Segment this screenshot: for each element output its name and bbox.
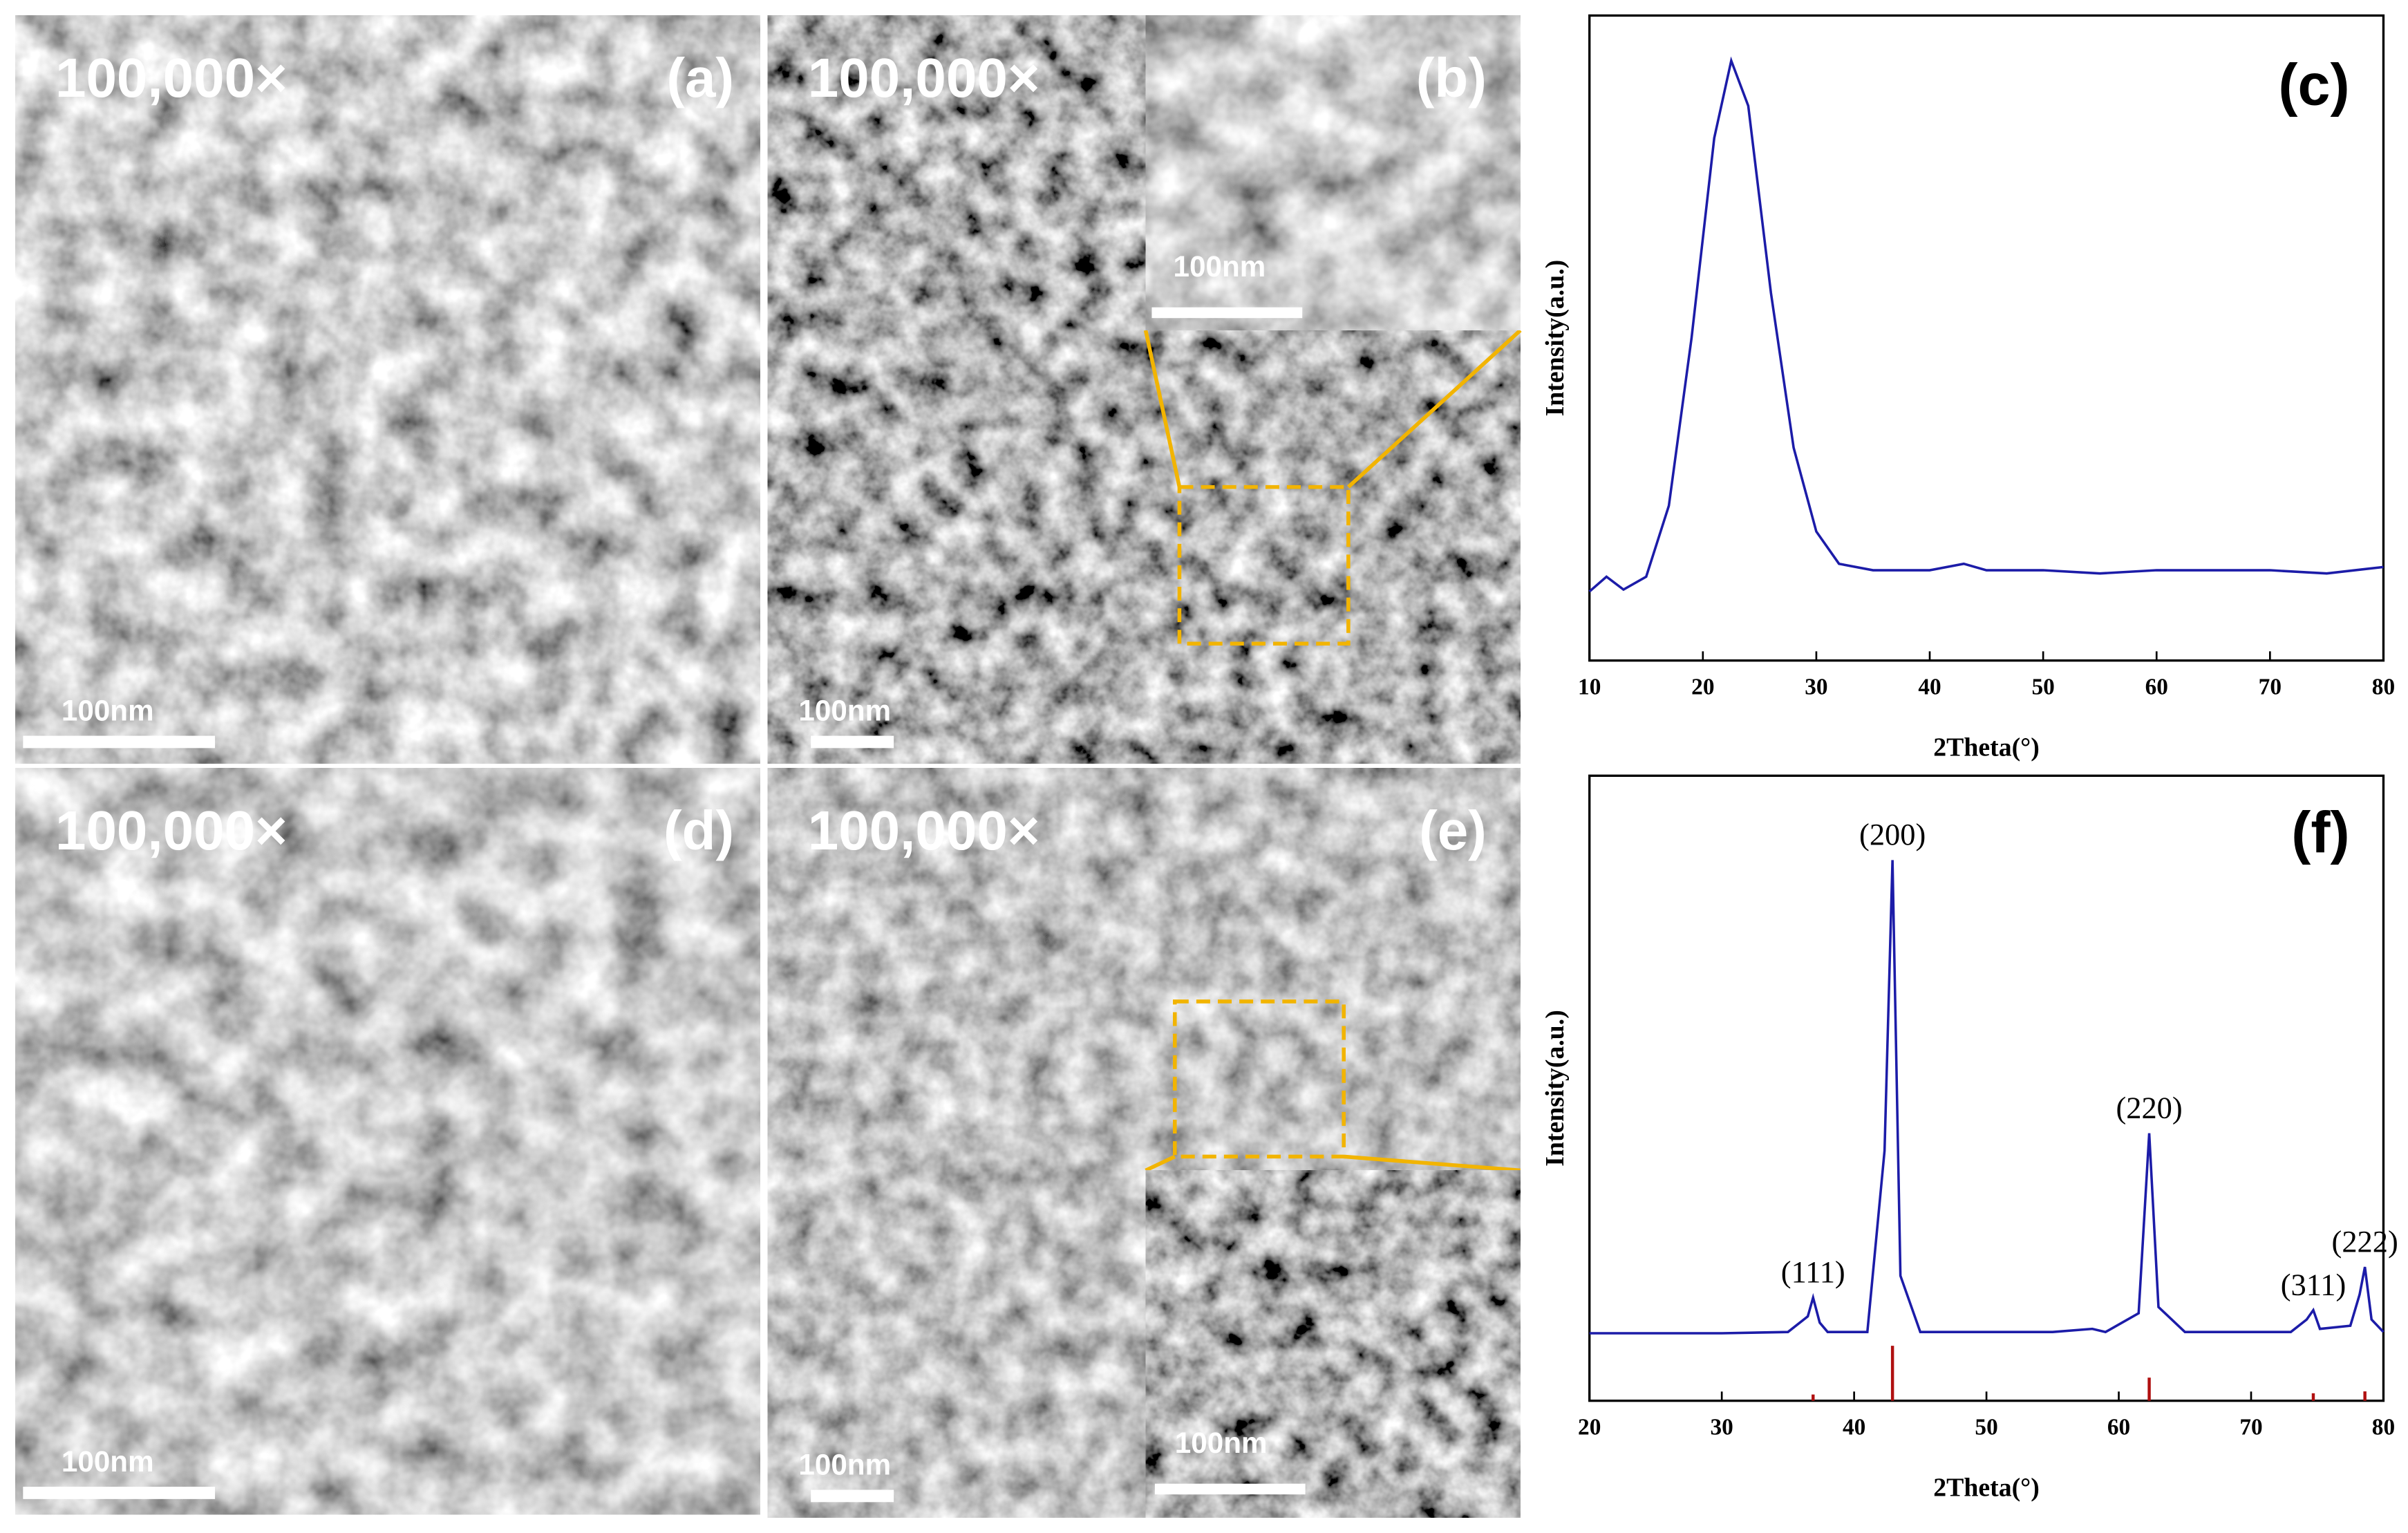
peak-label: (111) bbox=[1781, 1254, 1845, 1289]
y-axis-label: Intensity(a.u.) bbox=[1541, 1010, 1570, 1167]
data-line bbox=[1588, 56, 2384, 593]
panel-label: (d) bbox=[664, 800, 734, 861]
panel-label: (b) bbox=[1416, 47, 1487, 109]
x-tick-label: 70 bbox=[2259, 675, 2282, 700]
scale-bar bbox=[23, 1487, 216, 1499]
x-tick-label: 20 bbox=[1578, 1415, 1601, 1440]
plot-frame bbox=[1588, 14, 2385, 662]
scale-bar-label: 100nm bbox=[798, 694, 891, 726]
inset-micrograph bbox=[1144, 14, 1522, 332]
scale-bar bbox=[23, 735, 216, 749]
zoom-line bbox=[1143, 330, 1182, 488]
peak-label: (311) bbox=[2281, 1267, 2346, 1301]
zoom-line bbox=[1343, 1154, 1521, 1173]
peak-label: (200) bbox=[1859, 817, 1926, 852]
magnification: 100,000× bbox=[808, 47, 1040, 109]
x-tick-label: 80 bbox=[2372, 675, 2395, 700]
x-tick-label: 60 bbox=[2145, 675, 2168, 700]
scale-bar-label: 100nm bbox=[1175, 1427, 1268, 1459]
scale-bar-label: 100nm bbox=[62, 1445, 154, 1478]
zoom-box bbox=[1177, 485, 1351, 646]
scale-bar-label: 100nm bbox=[798, 1448, 891, 1480]
x-tick-label: 30 bbox=[1711, 1415, 1733, 1440]
scale-bar bbox=[1154, 1483, 1306, 1495]
scale-bar-label: 100nm bbox=[1174, 250, 1266, 283]
panel-label: (f) bbox=[2291, 800, 2349, 865]
micrograph bbox=[15, 768, 760, 1515]
scale-bar bbox=[811, 735, 894, 749]
scale-bar bbox=[811, 1489, 894, 1503]
panel-label: (e) bbox=[1419, 800, 1487, 861]
x-tick-label: 20 bbox=[1691, 675, 1714, 700]
magnification: 100,000× bbox=[808, 800, 1040, 861]
x-tick-label: 10 bbox=[1578, 675, 1601, 700]
scale-bar-label: 100nm bbox=[62, 694, 154, 726]
micrograph bbox=[15, 15, 760, 764]
zoom-line bbox=[1346, 328, 1522, 489]
x-tick-label: 50 bbox=[1975, 1415, 1997, 1440]
peak-label: (220) bbox=[2116, 1090, 2182, 1125]
x-tick-label: 40 bbox=[1843, 1415, 1865, 1440]
y-axis-label: Intensity(a.u.) bbox=[1541, 260, 1570, 417]
zoom-line bbox=[1145, 1154, 1176, 1172]
x-tick-label: 50 bbox=[2031, 675, 2054, 700]
panel-label: (a) bbox=[666, 47, 734, 109]
x-tick-label: 60 bbox=[2107, 1415, 2130, 1440]
x-tick-label: 70 bbox=[2239, 1415, 2262, 1440]
scale-bar bbox=[1151, 307, 1303, 319]
x-tick-label: 80 bbox=[2372, 1415, 2395, 1440]
x-axis-label: 2Theta(°) bbox=[1933, 733, 2040, 762]
plot-frame bbox=[1588, 774, 2385, 1402]
inset-micrograph bbox=[1144, 1169, 1522, 1519]
peak-label: (222) bbox=[2332, 1224, 2398, 1259]
zoom-box bbox=[1173, 999, 1346, 1159]
panel-label: (c) bbox=[2278, 52, 2349, 117]
magnification: 100,000× bbox=[55, 800, 288, 861]
data-line bbox=[1589, 860, 2385, 1335]
magnification: 100,000× bbox=[55, 47, 288, 109]
x-tick-label: 40 bbox=[1918, 675, 1941, 700]
x-tick-label: 30 bbox=[1805, 675, 1827, 700]
x-axis-label: 2Theta(°) bbox=[1933, 1473, 2040, 1502]
